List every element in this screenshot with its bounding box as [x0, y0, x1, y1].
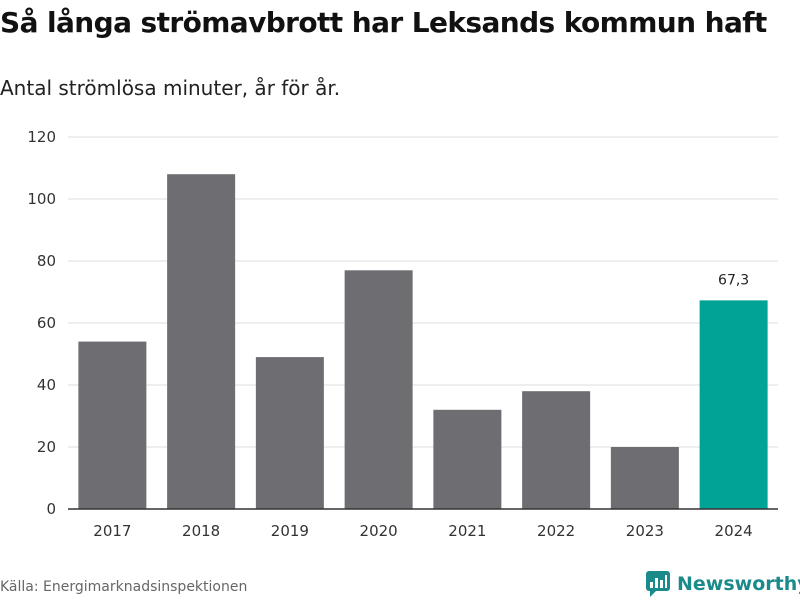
bar-2023: [610, 447, 679, 509]
bar-2020: [344, 270, 413, 509]
x-tick-label: 2021: [448, 522, 486, 540]
newsworthy-logo-icon: [646, 571, 670, 597]
y-axis-ticks: 0 20 40 60 80 100 120: [27, 128, 56, 518]
y-tick-label: 120: [27, 128, 56, 146]
x-tick-label: 2017: [93, 522, 131, 540]
bar-2019: [255, 357, 324, 509]
x-tick-label: 2023: [626, 522, 664, 540]
source-note: Källa: Energimarknadsinspektionen: [0, 579, 248, 595]
x-axis-ticks: 2017 2018 2019 2020 2021 2022 2023 2024: [93, 522, 752, 540]
brand-name: Newsworthy: [677, 573, 800, 595]
bars: [78, 174, 768, 509]
bar-2018: [167, 174, 236, 509]
y-tick-label: 100: [27, 190, 56, 208]
y-tick-label: 80: [37, 252, 56, 270]
bar-2024: [699, 300, 768, 509]
data-labels: 67,3: [718, 272, 749, 288]
brand-logo: Newsworthy: [645, 570, 800, 598]
bar-2017: [78, 341, 147, 509]
x-tick-label: 2024: [715, 522, 753, 540]
y-tick-label: 0: [46, 500, 56, 518]
x-tick-label: 2020: [360, 522, 398, 540]
chart-subtitle: Antal strömlösa minuter, år för år.: [0, 76, 341, 100]
y-tick-label: 60: [37, 314, 56, 332]
chart-title: Så långa strömavbrott har Leksands kommu…: [0, 6, 767, 39]
y-tick-label: 20: [37, 438, 56, 456]
x-tick-label: 2022: [537, 522, 575, 540]
data-label: 67,3: [718, 272, 749, 288]
y-tick-label: 40: [37, 376, 56, 394]
x-tick-label: 2019: [271, 522, 309, 540]
bar-2021: [433, 409, 502, 509]
x-tick-label: 2018: [182, 522, 220, 540]
bar-2022: [522, 391, 591, 509]
